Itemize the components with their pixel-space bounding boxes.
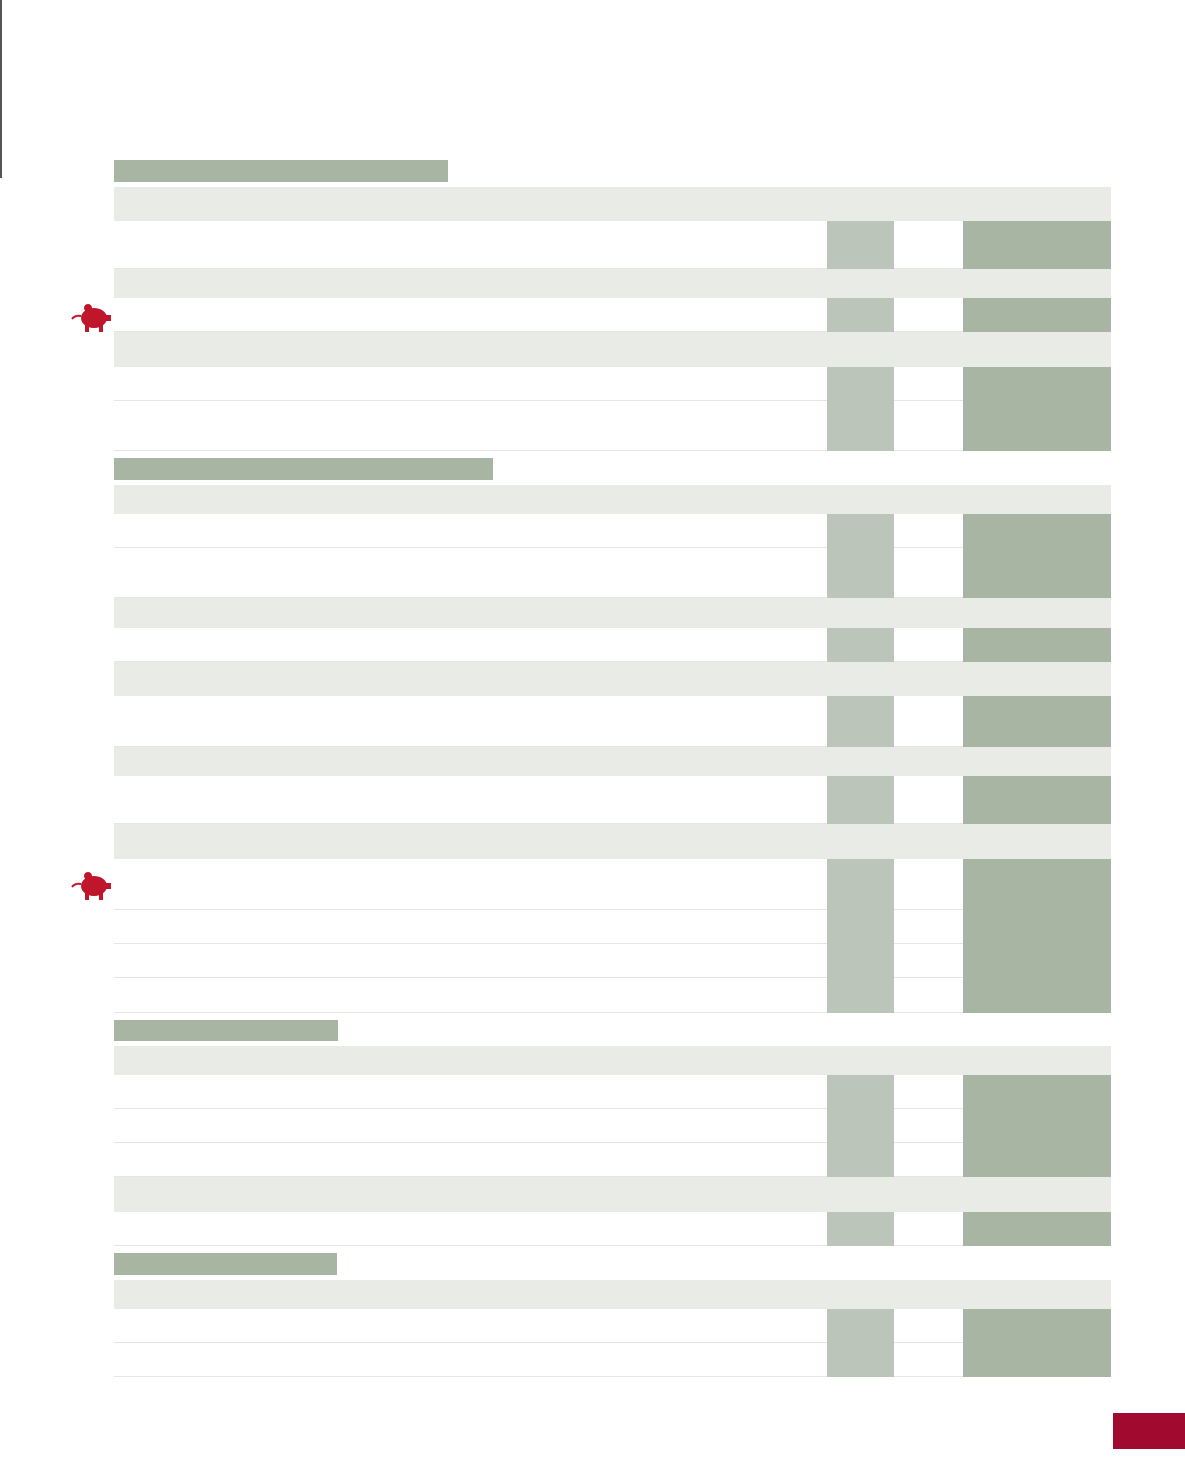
subheader-row <box>114 1046 1111 1075</box>
table-row <box>114 944 1111 978</box>
subheader-row <box>114 269 1111 298</box>
value-cell <box>827 367 894 401</box>
subheader-row <box>114 332 1111 367</box>
section-bar <box>114 160 448 182</box>
value-cell <box>963 401 1111 451</box>
value-cell <box>827 514 894 548</box>
value-cell <box>963 628 1111 662</box>
value-cell <box>963 910 1111 944</box>
value-cell <box>963 944 1111 978</box>
subheader-row <box>114 824 1111 859</box>
table-row <box>114 628 1111 662</box>
subheader-row <box>114 598 1111 628</box>
section-bar <box>114 1020 338 1041</box>
page-tab <box>1113 1413 1185 1449</box>
value-cell <box>963 1143 1111 1177</box>
value-cell <box>827 628 894 662</box>
value-cell <box>827 1109 894 1143</box>
value-cell <box>963 367 1111 401</box>
table-row <box>114 696 1111 747</box>
subheader-row <box>114 485 1111 514</box>
piggy-bank-icon <box>71 872 111 900</box>
table-row <box>114 514 1111 548</box>
piggy-bank-icon <box>71 304 111 332</box>
subheader-row <box>114 662 1111 696</box>
table-row <box>114 1309 1111 1343</box>
value-cell <box>963 859 1111 910</box>
value-cell <box>963 514 1111 548</box>
value-cell <box>963 221 1111 269</box>
value-cell <box>963 696 1111 747</box>
value-cell <box>827 944 894 978</box>
value-cell <box>827 776 894 824</box>
value-cell <box>963 978 1111 1013</box>
subheader-row <box>114 747 1111 776</box>
table-row <box>114 978 1111 1013</box>
subheader-row <box>114 187 1111 221</box>
value-cell <box>963 1075 1111 1109</box>
value-cell <box>963 776 1111 824</box>
table-row <box>114 1109 1111 1143</box>
value-cell <box>827 1212 894 1246</box>
value-cell <box>827 1309 894 1343</box>
table-row <box>114 1143 1111 1177</box>
value-cell <box>963 1109 1111 1143</box>
subheader-row <box>114 1177 1111 1212</box>
value-cell <box>963 1343 1111 1377</box>
table-row <box>114 548 1111 598</box>
value-cell <box>827 221 894 269</box>
table-row <box>114 910 1111 944</box>
value-cell <box>827 1075 894 1109</box>
table-row <box>114 401 1111 451</box>
margin-rule <box>0 0 2 178</box>
table-row <box>114 298 1111 332</box>
value-cell <box>827 696 894 747</box>
value-cell <box>827 401 894 451</box>
subheader-row <box>114 1280 1111 1309</box>
section-bar <box>114 1253 337 1275</box>
table-row <box>114 1075 1111 1109</box>
value-cell <box>827 1143 894 1177</box>
value-cell <box>827 910 894 944</box>
value-cell <box>963 548 1111 598</box>
value-cell <box>827 1343 894 1377</box>
value-cell <box>827 978 894 1013</box>
table-row <box>114 367 1111 401</box>
section-bar <box>114 458 493 480</box>
value-cell <box>827 298 894 332</box>
value-cell <box>963 1309 1111 1343</box>
table-row <box>114 776 1111 824</box>
value-cell <box>963 298 1111 332</box>
value-cell <box>827 548 894 598</box>
table-row <box>114 859 1111 910</box>
table-row <box>114 221 1111 269</box>
value-cell <box>963 1212 1111 1246</box>
table-row <box>114 1212 1111 1246</box>
table-row <box>114 1343 1111 1377</box>
value-cell <box>827 859 894 910</box>
